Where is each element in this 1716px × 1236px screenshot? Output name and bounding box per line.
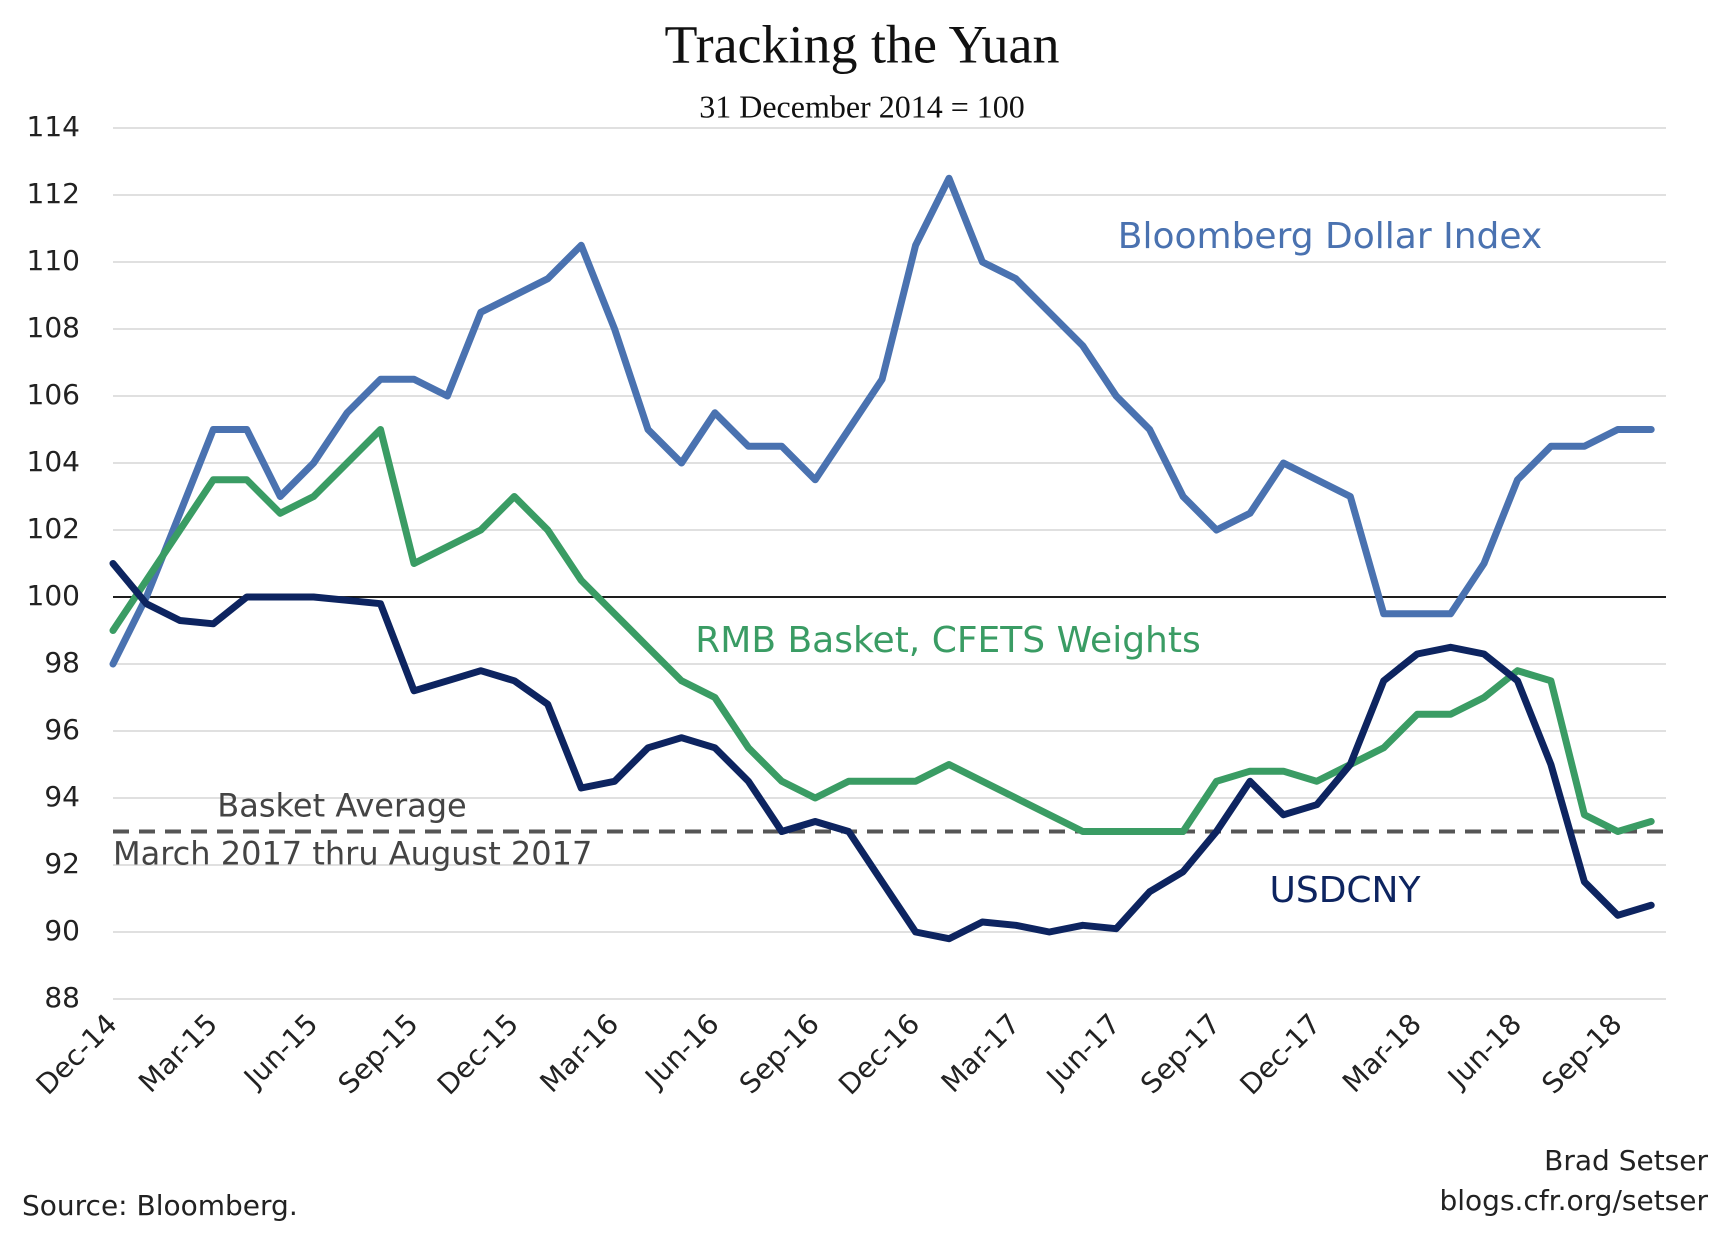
x-tick-label: Sep-17 bbox=[1134, 1007, 1227, 1100]
x-tick-label: Jun-18 bbox=[1440, 1007, 1528, 1095]
y-tick-label: 102 bbox=[27, 512, 80, 545]
credit: Brad Setser bbox=[1544, 1144, 1708, 1177]
y-tick-label: 90 bbox=[44, 914, 80, 947]
y-tick-label: 96 bbox=[44, 713, 80, 746]
series-line bbox=[109, 560, 1655, 943]
reference-label: Basket Average bbox=[217, 787, 466, 825]
x-tick-label: Sep-16 bbox=[733, 1007, 826, 1100]
chart-title: Tracking the Yuan bbox=[665, 14, 1060, 74]
x-tick-label: Mar-16 bbox=[533, 1007, 625, 1099]
series-label: RMB Basket, CFETS Weights bbox=[695, 620, 1201, 661]
x-tick-label: Sep-18 bbox=[1535, 1007, 1628, 1100]
source: Source: Bloomberg. bbox=[22, 1189, 298, 1222]
x-tick-label: Jun-15 bbox=[236, 1007, 324, 1095]
y-tick-label: 106 bbox=[27, 378, 80, 411]
y-tick-label: 114 bbox=[27, 110, 80, 143]
x-tick-label: Dec-16 bbox=[832, 1007, 926, 1101]
credit: blogs.cfr.org/setser bbox=[1439, 1184, 1708, 1217]
x-tick-label: Dec-17 bbox=[1233, 1007, 1327, 1101]
x-tick-label: Dec-15 bbox=[431, 1007, 525, 1101]
series-line bbox=[109, 174, 1655, 668]
series-line bbox=[109, 426, 1655, 835]
series-label: USDCNY bbox=[1270, 870, 1422, 911]
x-tick-label: Mar-15 bbox=[132, 1007, 224, 1099]
x-tick-label: Mar-18 bbox=[1336, 1007, 1428, 1099]
x-tick-label: Sep-15 bbox=[332, 1007, 425, 1100]
y-tick-label: 98 bbox=[44, 646, 80, 679]
x-tick-label: Mar-17 bbox=[935, 1007, 1027, 1099]
y-tick-label: 88 bbox=[44, 981, 80, 1014]
y-tick-label: 110 bbox=[27, 244, 80, 277]
series-label: Bloomberg Dollar Index bbox=[1118, 216, 1542, 257]
x-tick-label: Jun-17 bbox=[1039, 1007, 1127, 1095]
y-tick-label: 94 bbox=[44, 780, 80, 813]
reference-label: March 2017 thru August 2017 bbox=[113, 835, 592, 873]
x-tick-label: Dec-14 bbox=[30, 1007, 124, 1101]
y-tick-label: 112 bbox=[27, 177, 80, 210]
y-tick-label: 104 bbox=[27, 445, 80, 478]
y-tick-label: 100 bbox=[27, 579, 80, 612]
y-tick-label: 108 bbox=[27, 311, 80, 344]
chart-subtitle: 31 December 2014 = 100 bbox=[699, 88, 1025, 124]
x-tick-label: Jun-16 bbox=[638, 1007, 726, 1095]
y-tick-label: 92 bbox=[44, 847, 80, 880]
